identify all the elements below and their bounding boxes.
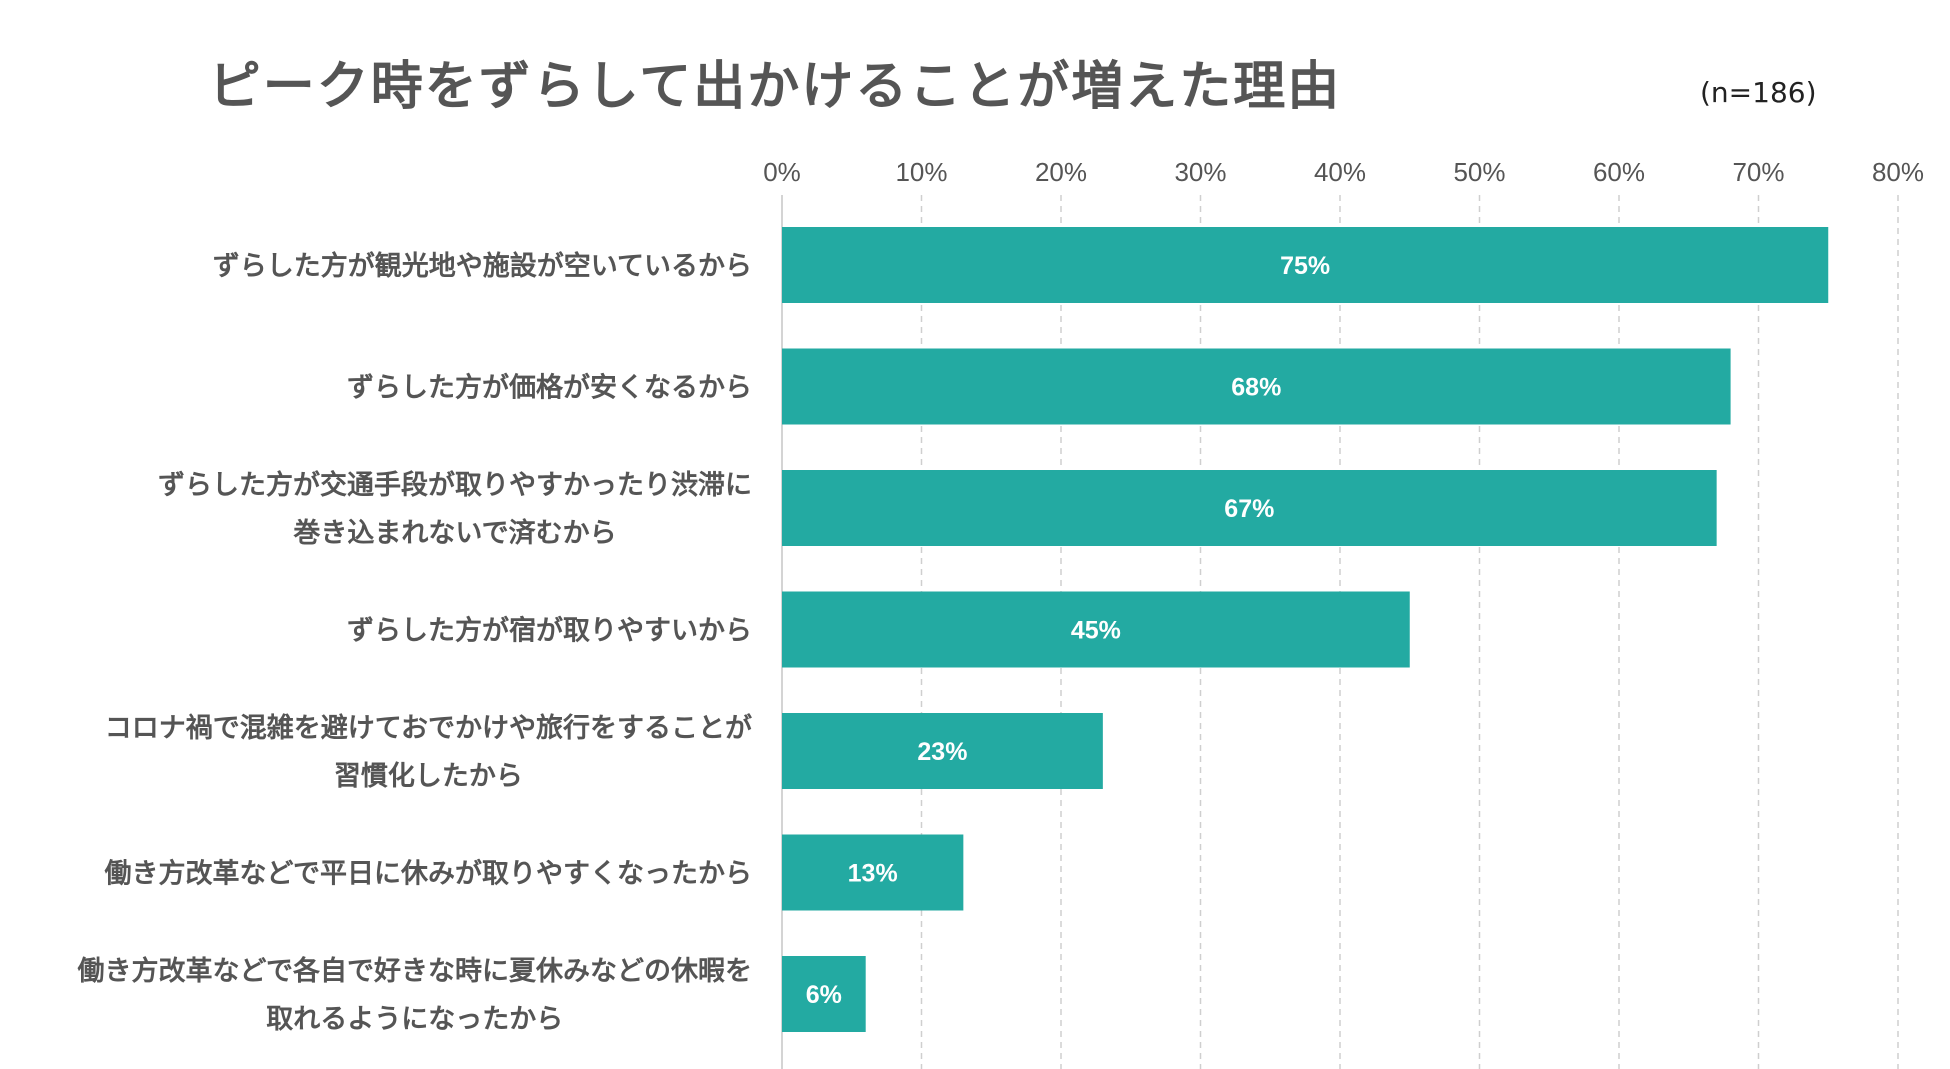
x-tick-label: 20% xyxy=(1035,157,1087,187)
x-tick-label: 80% xyxy=(1872,157,1924,187)
category-label: 習慣化したから xyxy=(334,761,523,792)
bar-value-label: 23% xyxy=(917,738,967,766)
category-label: ずらした方が宿が取りやすいから xyxy=(347,615,752,647)
bar-value-label: 68% xyxy=(1231,374,1281,402)
bar xyxy=(782,956,866,1032)
bar xyxy=(782,470,1717,546)
bar-value-label: 67% xyxy=(1224,495,1274,523)
x-tick-label: 60% xyxy=(1593,157,1645,187)
bar xyxy=(782,834,964,911)
bar-value-label: 6% xyxy=(806,981,842,1009)
x-tick-label: 30% xyxy=(1174,157,1226,187)
bar-value-label: 75% xyxy=(1280,252,1330,280)
category-label: 取れるようになったから xyxy=(266,1004,563,1035)
bar-value-label: 45% xyxy=(1071,617,1121,645)
sample-size-note: (n=186) xyxy=(1700,76,1817,109)
bar xyxy=(782,227,1829,303)
bar-value-label: 13% xyxy=(848,860,898,888)
x-tick-label: 40% xyxy=(1314,157,1366,187)
x-tick-label: 10% xyxy=(895,157,947,187)
category-label: 働き方改革などで平日に休みが取りやすくなったから xyxy=(105,858,752,890)
category-label: 巻き込まれないで済むから xyxy=(292,517,616,549)
chart-title: ピーク時をずらして出かけることが増えた理由 xyxy=(208,57,1342,117)
category-label: コロナ禍で混雑を避けておでかけや旅行をすることが xyxy=(105,712,752,744)
x-tick-label: 50% xyxy=(1453,157,1505,187)
category-label: ずらした方が観光地や施設が空いているから xyxy=(213,250,752,282)
category-label: ずらした方が交通手段が取りやすかったり渋滞に xyxy=(158,469,752,501)
bar xyxy=(782,713,1103,789)
x-tick-label: 0% xyxy=(763,157,801,187)
category-label: 働き方改革などで各自で好きな時に夏休みなどの休暇を xyxy=(78,955,752,987)
x-tick-label: 70% xyxy=(1732,157,1784,187)
bar xyxy=(782,591,1410,668)
bar xyxy=(782,348,1731,425)
category-label: ずらした方が価格が安くなるから xyxy=(347,372,752,404)
